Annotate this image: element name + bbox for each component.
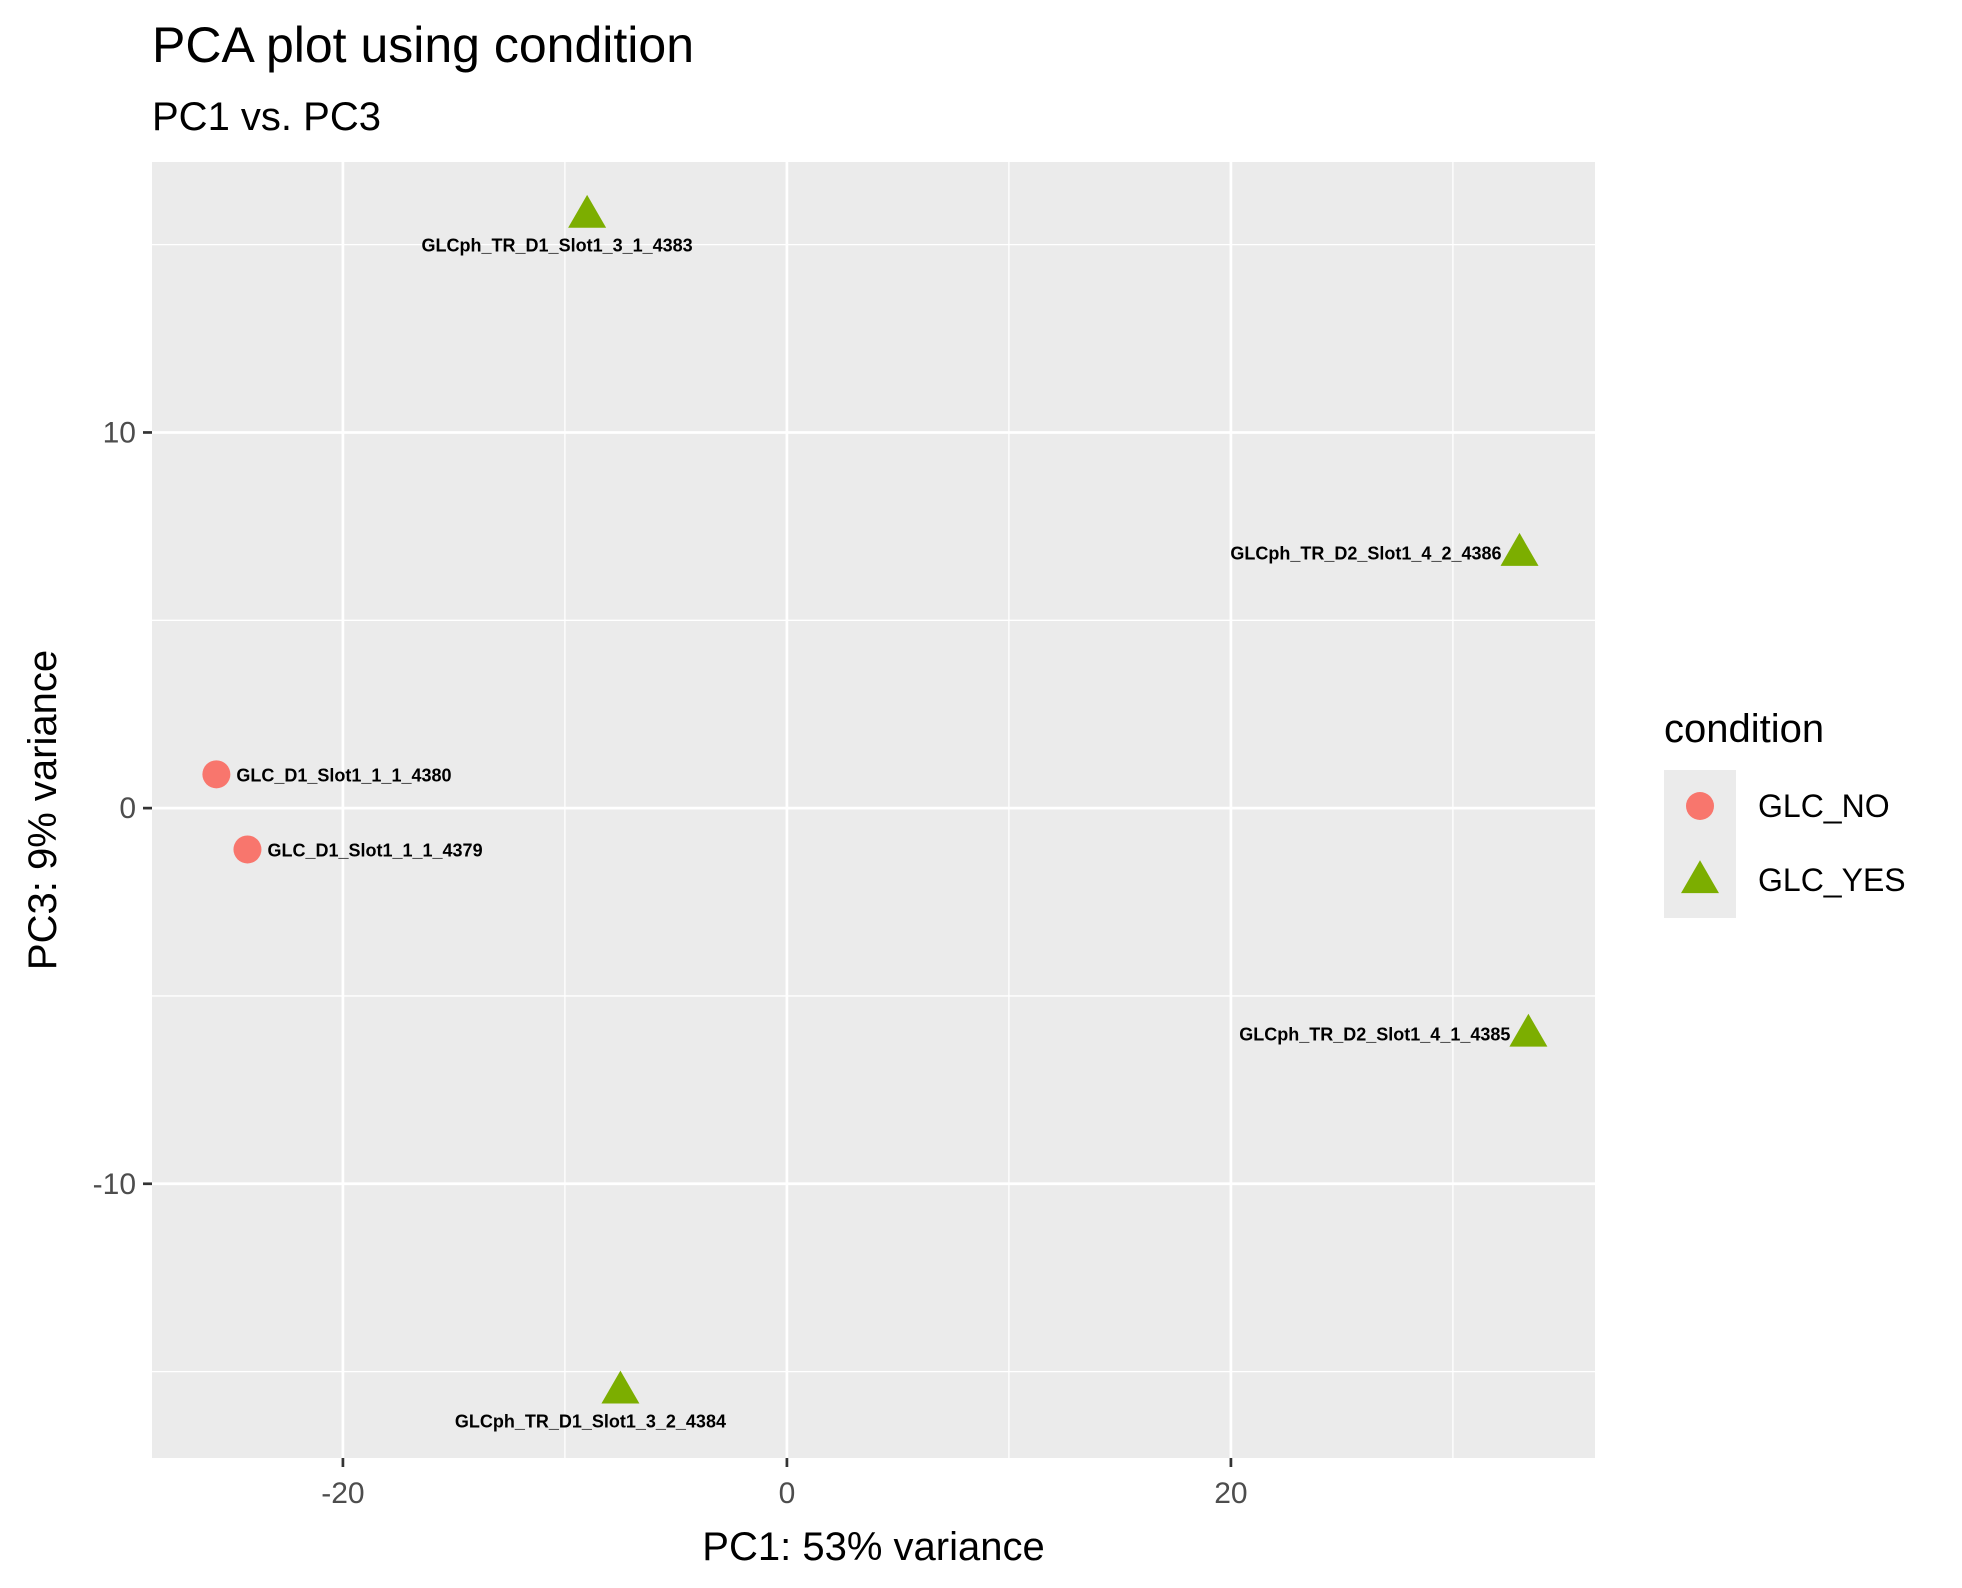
data-point-triangle [1509, 1013, 1548, 1047]
data-point-triangle [1500, 532, 1539, 566]
x-tick-label: -20 [321, 1477, 364, 1510]
y-tick-label: 0 [119, 792, 136, 825]
data-point-label: GLC_D1_Slot1_1_1_4379 [267, 840, 482, 860]
data-points [202, 194, 1548, 1404]
data-point-label: GLC_D1_Slot1_1_1_4380 [236, 765, 451, 785]
x-axis-title: PC1: 53% variance [702, 1525, 1044, 1569]
y-tick-label: 10 [103, 416, 136, 449]
x-tick-label: 20 [1214, 1477, 1247, 1510]
plot-panel [152, 162, 1595, 1458]
x-tick-label: 0 [779, 1477, 796, 1510]
y-axis-title: PC3: 9% variance [21, 650, 65, 970]
point-labels: GLC_D1_Slot1_1_1_4380 GLC_D1_Slot1_1_1_43… [236, 236, 1510, 1432]
legend-label: GLC_NO [1758, 788, 1890, 824]
legend: condition GLC_NO GLC_YES [1664, 707, 1906, 918]
data-point-label: GLCph_TR_D1_Slot1_3_1_4383 [422, 236, 693, 256]
legend-title: condition [1664, 707, 1824, 751]
data-point-label: GLCph_TR_D2_Slot1_4_1_4385 [1239, 1025, 1510, 1045]
data-point-circle [233, 835, 262, 864]
y-tick-label: -10 [93, 1168, 136, 1201]
data-point-label: GLCph_TR_D1_Slot1_3_2_4384 [455, 1411, 726, 1431]
grid-lines [152, 162, 1595, 1458]
axes: -20 0 20 -10 0 10 [93, 416, 1248, 1510]
chart-subtitle: PC1 vs. PC3 [152, 95, 381, 139]
data-point-label: GLCph_TR_D2_Slot1_4_2_4386 [1230, 544, 1501, 564]
legend-key-triangle [1681, 860, 1719, 894]
legend-label: GLC_YES [1758, 862, 1906, 898]
data-point-triangle [601, 1370, 640, 1404]
legend-entries: GLC_NO GLC_YES [1681, 788, 1906, 898]
chart-title: PCA plot using condition [152, 17, 694, 73]
data-point-circle [202, 760, 231, 789]
data-point-triangle [568, 194, 607, 228]
legend-key-circle [1686, 792, 1714, 820]
